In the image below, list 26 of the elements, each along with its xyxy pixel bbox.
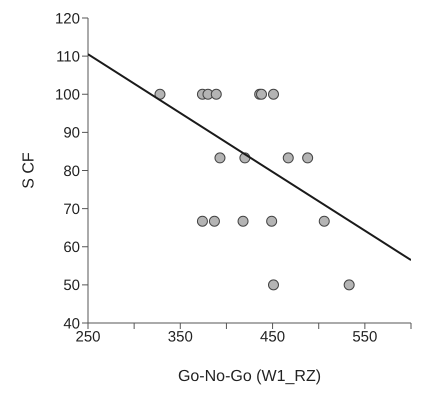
point — [214, 152, 226, 164]
y-tick-label: 100 — [54, 86, 80, 104]
point — [208, 216, 220, 227]
point — [154, 88, 166, 100]
point — [302, 152, 314, 164]
x-axis-title: Go-No-Go (W1_RZ) — [178, 368, 322, 385]
x-tick-label: 350 — [168, 328, 193, 346]
point — [268, 279, 279, 290]
point — [268, 88, 279, 100]
point — [210, 88, 222, 100]
point — [196, 216, 208, 227]
y-tick-label: 80 — [63, 162, 80, 180]
y-tick-label: 110 — [56, 48, 80, 66]
point — [238, 216, 249, 227]
x-tick-label: 450 — [260, 328, 286, 346]
y-tick-label: 50 — [63, 277, 80, 294]
point — [318, 216, 330, 227]
point — [344, 279, 355, 290]
point — [266, 216, 278, 227]
y-axis-title: S CF — [20, 152, 38, 189]
y-tick-label: 120 — [54, 10, 80, 28]
y-tick-label: 60 — [63, 239, 80, 256]
x-tick-label: 550 — [352, 328, 378, 346]
y-tick-label: 90 — [63, 124, 80, 142]
point — [282, 152, 294, 164]
y-tick-label: 70 — [63, 200, 80, 218]
